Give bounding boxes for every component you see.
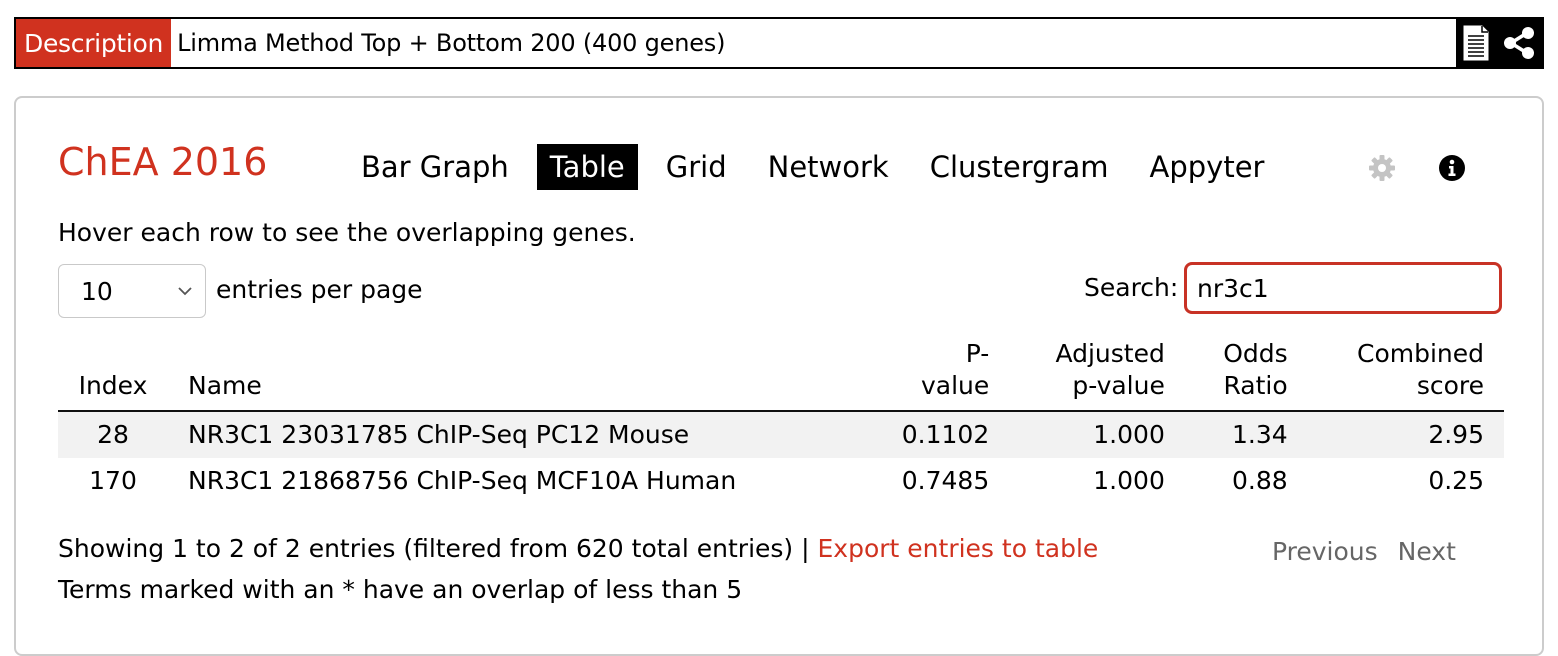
cell-adjusted-pvalue: 1.000 bbox=[1093, 420, 1165, 449]
document-icon[interactable] bbox=[1462, 24, 1490, 62]
table-info-text: Showing 1 to 2 of 2 entries (filtered fr… bbox=[58, 534, 810, 563]
view-tabs: Bar Graph Table Grid Network Clustergram… bbox=[348, 144, 1292, 190]
header-adj-line2: p-value bbox=[1072, 371, 1165, 400]
results-table: Index Name P- value Adjusted p-value Odd… bbox=[58, 334, 1504, 504]
tab-grid[interactable]: Grid bbox=[665, 150, 727, 184]
search-input[interactable] bbox=[1184, 262, 1502, 314]
cell-index: 28 bbox=[97, 420, 129, 449]
header-pvalue-line2: value bbox=[920, 371, 990, 400]
header-odds-line1: Odds bbox=[1223, 339, 1288, 368]
results-panel: ChEA 2016 Bar Graph Table Grid Network C… bbox=[14, 96, 1544, 656]
tab-bar-graph[interactable]: Bar Graph bbox=[361, 150, 509, 184]
entries-per-page-select[interactable]: 10 bbox=[58, 264, 206, 318]
cell-combined-score: 0.25 bbox=[1428, 466, 1484, 495]
header-combined-line2: score bbox=[1416, 371, 1484, 400]
cell-pvalue: 0.1102 bbox=[901, 420, 990, 449]
table-header-row: Index Name P- value Adjusted p-value Odd… bbox=[58, 334, 1504, 412]
search-label: Search: bbox=[1084, 273, 1179, 302]
header-pvalue[interactable]: P- value bbox=[859, 334, 1010, 412]
gear-icon[interactable] bbox=[1368, 154, 1396, 182]
tab-table[interactable]: Table bbox=[536, 144, 638, 190]
export-link[interactable]: Export entries to table bbox=[817, 534, 1099, 563]
cell-pvalue: 0.7485 bbox=[901, 466, 990, 495]
description-label: Description bbox=[16, 19, 172, 67]
header-pvalue-line1: P- bbox=[965, 339, 990, 368]
header-index[interactable]: Index bbox=[58, 334, 168, 412]
cell-odds-ratio: 1.34 bbox=[1231, 420, 1288, 449]
cell-adjusted-pvalue: 1.000 bbox=[1093, 466, 1165, 495]
entries-per-page-label: entries per page bbox=[216, 275, 423, 304]
tab-appyter[interactable]: Appyter bbox=[1149, 150, 1265, 184]
info-icon[interactable] bbox=[1438, 154, 1466, 182]
previous-button[interactable]: Previous bbox=[1272, 537, 1378, 566]
table-row[interactable]: 28 NR3C1 23031785 ChIP-Seq PC12 Mouse 0.… bbox=[58, 411, 1504, 458]
chevron-down-icon bbox=[178, 287, 192, 296]
cell-odds-ratio: 0.88 bbox=[1231, 466, 1288, 495]
pagination: Previous Next bbox=[1272, 537, 1456, 566]
header-adjusted-pvalue[interactable]: Adjusted p-value bbox=[1009, 334, 1185, 412]
header-combined-score[interactable]: Combined score bbox=[1307, 334, 1504, 412]
description-bar: Description Limma Method Top + Bottom 20… bbox=[14, 17, 1544, 69]
tab-network[interactable]: Network bbox=[767, 150, 889, 184]
header-odds-line2: Ratio bbox=[1223, 371, 1288, 400]
cell-combined-score: 2.95 bbox=[1428, 420, 1484, 449]
header-odds-ratio[interactable]: Odds Ratio bbox=[1184, 334, 1308, 412]
overlap-note: Terms marked with an * have an overlap o… bbox=[58, 575, 743, 604]
library-title: ChEA 2016 bbox=[58, 140, 268, 184]
cell-index: 170 bbox=[89, 466, 137, 495]
header-combined-line1: Combined bbox=[1356, 339, 1484, 368]
description-text: Limma Method Top + Bottom 200 (400 genes… bbox=[177, 29, 726, 57]
cell-name: NR3C1 21868756 ChIP-Seq MCF10A Human bbox=[188, 466, 737, 495]
table-info: Showing 1 to 2 of 2 entries (filtered fr… bbox=[58, 534, 1098, 563]
header-name[interactable]: Name bbox=[168, 334, 860, 412]
hover-hint: Hover each row to see the overlapping ge… bbox=[58, 218, 636, 247]
header-adj-line1: Adjusted bbox=[1055, 339, 1165, 368]
table-row[interactable]: 170 NR3C1 21868756 ChIP-Seq MCF10A Human… bbox=[58, 458, 1504, 504]
description-icons bbox=[1456, 19, 1542, 67]
entries-per-page-value: 10 bbox=[81, 276, 113, 306]
next-button[interactable]: Next bbox=[1397, 537, 1456, 566]
tab-clustergram[interactable]: Clustergram bbox=[929, 150, 1109, 184]
cell-name: NR3C1 23031785 ChIP-Seq PC12 Mouse bbox=[188, 420, 690, 449]
share-icon[interactable] bbox=[1501, 25, 1537, 61]
